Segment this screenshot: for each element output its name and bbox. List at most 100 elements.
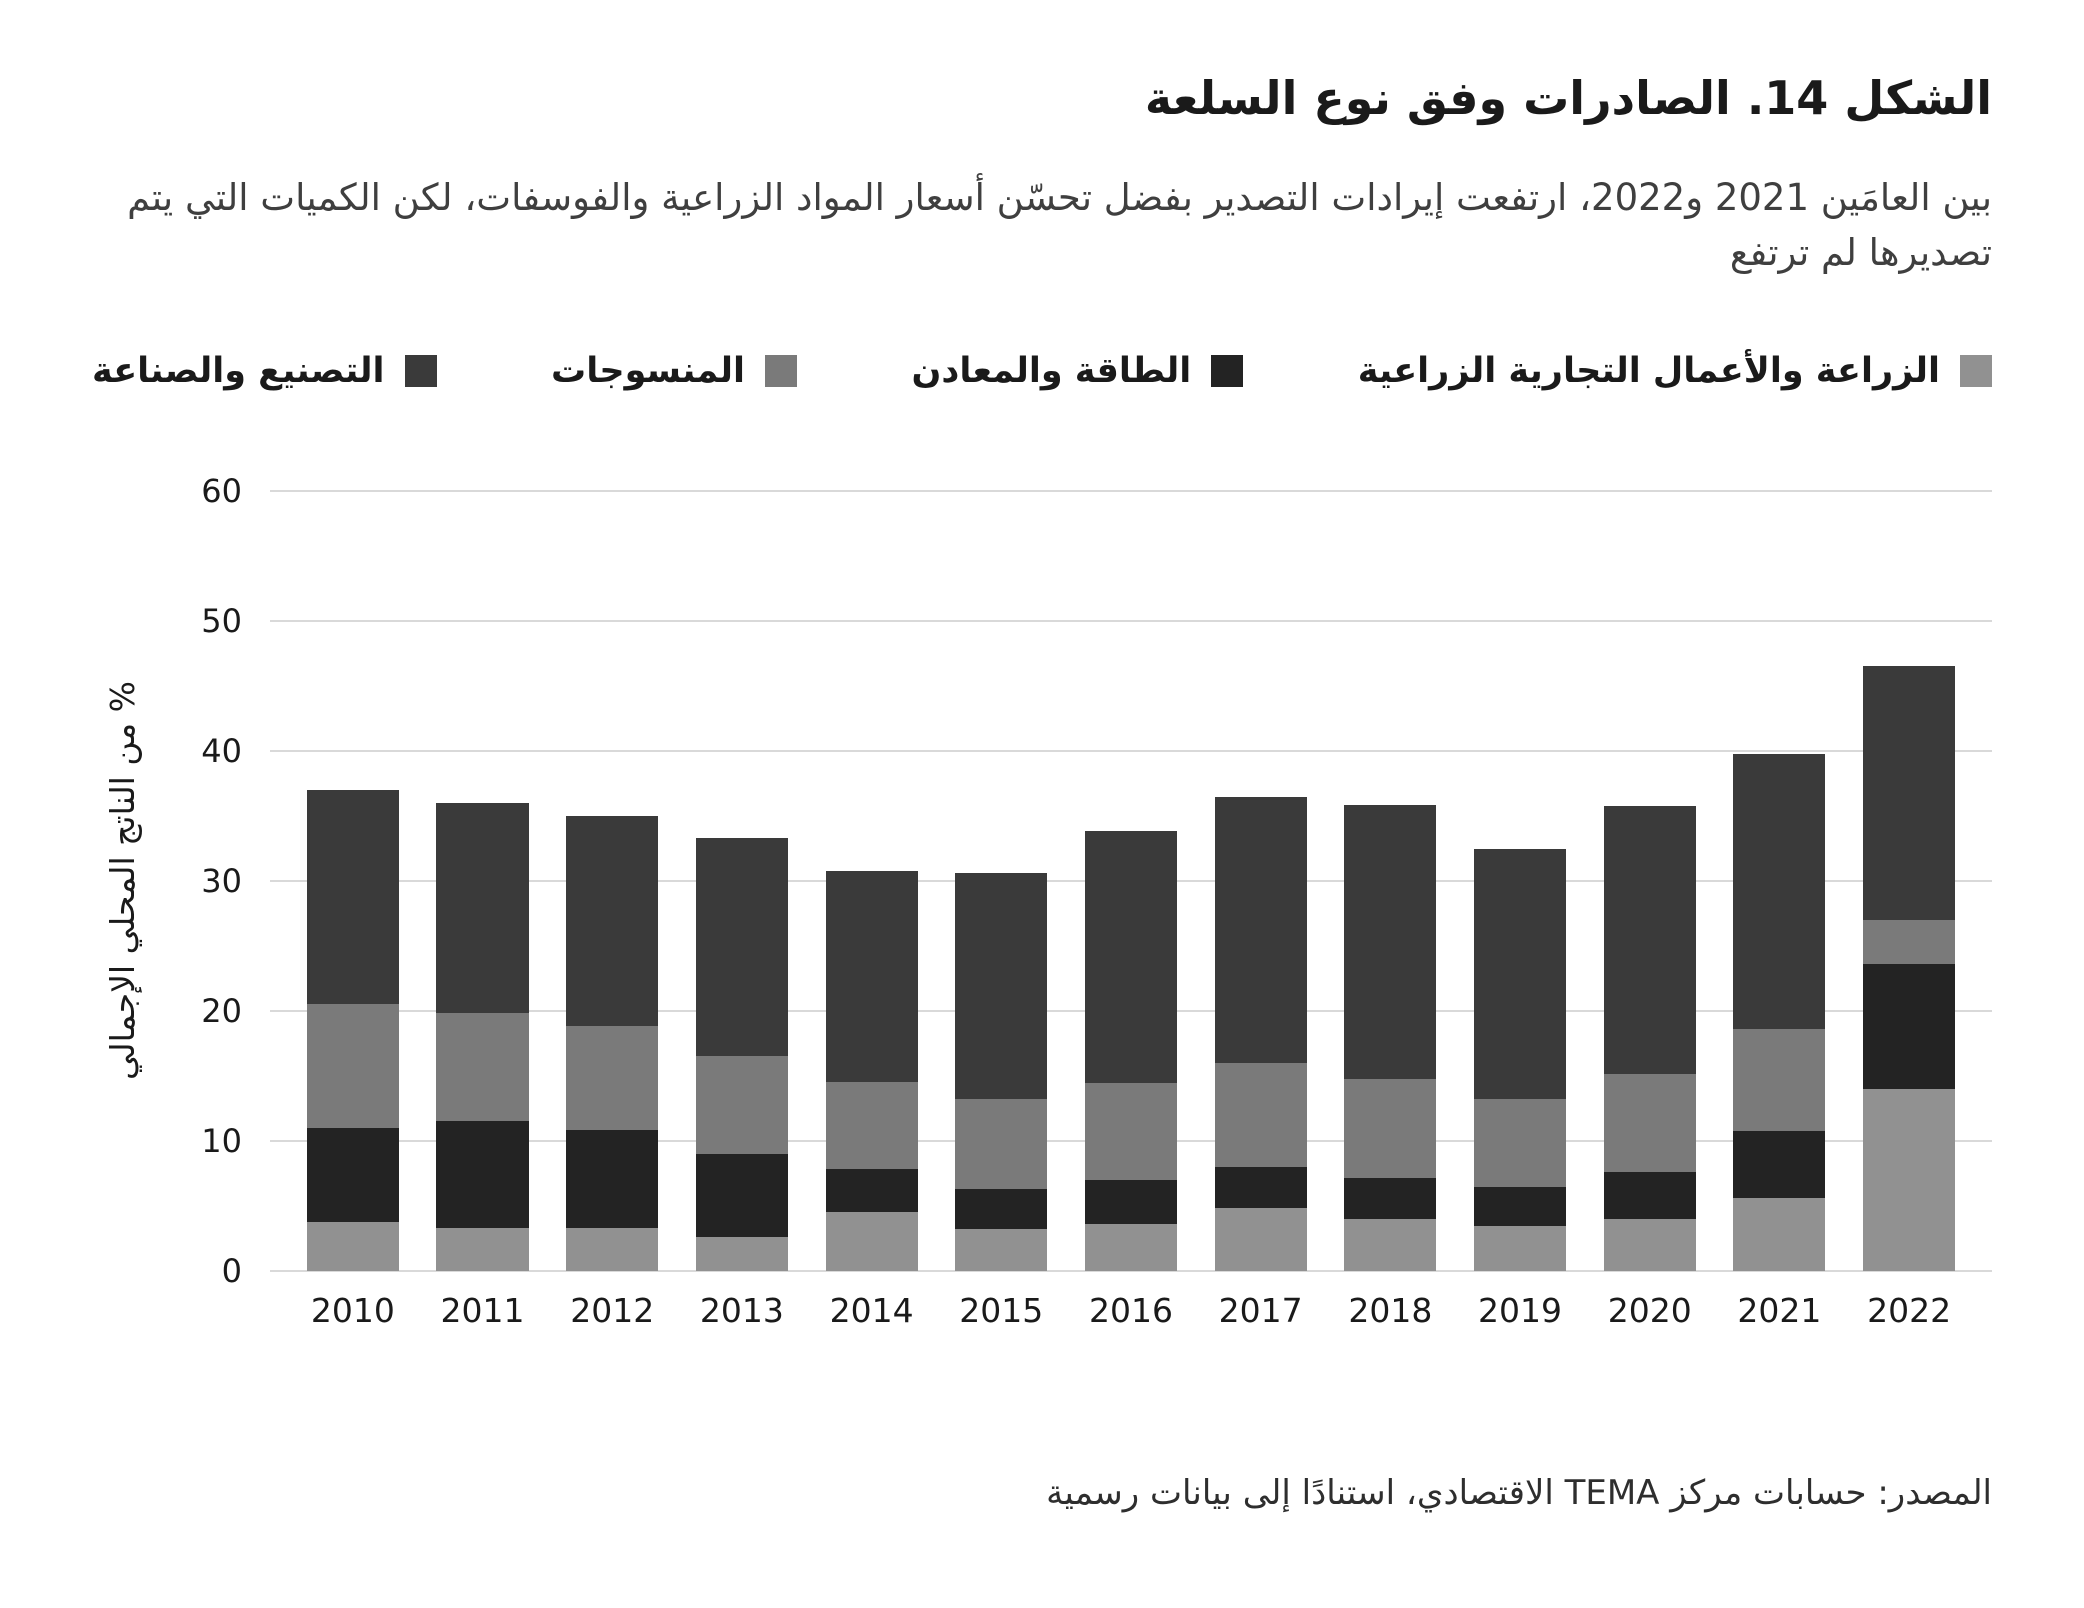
chart: % من الناتج المحلي الإجمالي 0 10 20 30 40 50 6…	[103, 475, 1992, 1330]
x-tick-label: 2018	[1348, 1290, 1433, 1330]
gridline	[270, 489, 1992, 492]
bar-segment	[1733, 754, 1826, 1029]
y-tick-label: 10	[201, 1121, 242, 1160]
bar-2016	[1066, 491, 1196, 1271]
figure-subtitle: بين العامَين 2021 و2022، ارتفعت إيرادات …	[127, 175, 1992, 275]
stacked-bar	[566, 491, 659, 1271]
bar-segment	[1344, 1178, 1437, 1219]
x-tick-label: 2014	[829, 1290, 914, 1330]
legend-item: الطاقة والمعادن	[912, 351, 1244, 391]
bar-segment	[1473, 1226, 1567, 1271]
stacked-bar	[1084, 491, 1177, 1271]
stacked-bar	[825, 491, 918, 1271]
bar-segment	[1473, 1098, 1567, 1188]
bar-segment	[1733, 1131, 1826, 1198]
stacked-bar	[306, 491, 399, 1271]
bar-segment	[695, 837, 788, 1057]
bar-segment	[436, 1013, 529, 1122]
bar-2021	[1715, 491, 1845, 1271]
legend-swatch	[404, 354, 437, 387]
bar-2022	[1844, 491, 1974, 1271]
bar-segment	[566, 1130, 659, 1228]
legend-label: المنسوجات	[551, 350, 746, 391]
bar-segment	[1603, 1171, 1696, 1219]
legend-item: الزراعة والأعمال التجارية الزراعية	[1358, 351, 1992, 391]
legend-swatch	[765, 354, 798, 387]
bar-segment	[695, 1056, 788, 1154]
bar-segment	[1214, 1062, 1307, 1167]
bar-segment	[566, 1026, 659, 1131]
y-tick-label: 40	[201, 731, 242, 770]
legend-label: الطاقة والمعادن	[911, 350, 1192, 391]
bar-segment	[1344, 1079, 1437, 1179]
y-axis-title: % من الناتج المحلي الإجمالي	[102, 681, 142, 1080]
bar-segment	[1344, 805, 1437, 1080]
bar-2020	[1585, 491, 1715, 1271]
plot-area: % من الناتج المحلي الإجمالي 0 10 20 30 40 50 6…	[103, 475, 1992, 1287]
legend-label: الزراعة والأعمال التجارية الزراعية	[1357, 350, 1940, 391]
x-tick-label: 2020	[1607, 1290, 1692, 1330]
bar-segment	[1863, 963, 1956, 1089]
bar-2011	[418, 491, 548, 1271]
bar-segment	[1214, 1166, 1307, 1209]
legend-item: التصنيع والصناعة	[92, 351, 437, 391]
y-tick-label: 20	[201, 991, 242, 1030]
x-tick-label: 2019	[1478, 1290, 1563, 1330]
x-tick-label: 2015	[959, 1290, 1044, 1330]
bar-segment	[1733, 1028, 1826, 1132]
stacked-bar	[1733, 491, 1826, 1271]
y-tick-label: 50	[201, 601, 242, 640]
bar-segment	[1863, 666, 1956, 920]
bar-segment	[436, 802, 529, 1014]
x-tick-label: 2021	[1737, 1290, 1822, 1330]
bar-segment	[1863, 919, 1956, 964]
x-tick-label: 2022	[1867, 1290, 1952, 1330]
bar-segment	[566, 815, 659, 1027]
x-tick-label: 2017	[1218, 1290, 1303, 1330]
bar-segment	[825, 1169, 918, 1212]
bar-segment	[306, 1127, 399, 1223]
x-tick-label: 2010	[310, 1290, 395, 1330]
legend-item: المنسوجات	[551, 350, 798, 391]
bar-segment	[1473, 1187, 1567, 1227]
stacked-bar	[695, 491, 788, 1271]
x-tick-label: 2012	[570, 1290, 655, 1330]
bar-segment	[1863, 1088, 1956, 1271]
bar-segment	[1603, 1218, 1696, 1271]
bar-2019	[1455, 491, 1585, 1271]
bar-segment	[825, 1212, 918, 1271]
stacked-bar	[436, 491, 529, 1271]
bar-segment	[825, 1082, 918, 1170]
x-tick-label: 2013	[699, 1290, 784, 1330]
bar-2018	[1326, 491, 1456, 1271]
bar-segment	[1473, 849, 1567, 1099]
gridline	[270, 1269, 1992, 1272]
bar-segment	[1214, 797, 1307, 1063]
legend: الزراعة والأعمال التجارية الزراعية الطاقة…	[92, 351, 1992, 391]
bar-segment	[566, 1227, 659, 1271]
bars-row	[270, 491, 1992, 1271]
legend-swatch	[1211, 354, 1244, 387]
legend-label: التصنيع والصناعة	[92, 350, 385, 391]
y-axis-title-wrap: % من الناتج المحلي الإجمالي	[92, 491, 152, 1271]
bar-segment	[306, 789, 399, 1005]
y-tick-label: 0	[221, 1251, 242, 1290]
x-tick-label: 2011	[440, 1290, 525, 1330]
bar-segment	[436, 1121, 529, 1228]
stacked-bar	[955, 491, 1048, 1271]
bar-segment	[695, 1236, 788, 1271]
stacked-bar	[1603, 491, 1696, 1271]
y-tick-label: 30	[201, 861, 242, 900]
bar-segment	[1084, 831, 1177, 1084]
bar-segment	[955, 872, 1048, 1099]
bar-segment	[1603, 806, 1696, 1075]
bar-segment	[1733, 1197, 1826, 1271]
gridline	[270, 749, 1992, 752]
bar-segment	[1084, 1179, 1177, 1224]
bar-2012	[547, 491, 677, 1271]
figure-title: الشكل 14. الصادرات وفق نوع السلعة	[1144, 71, 1992, 125]
bar-segment	[955, 1098, 1048, 1189]
bar-segment	[1603, 1074, 1696, 1172]
stacked-bar	[1214, 491, 1307, 1271]
legend-swatch	[1960, 354, 1992, 387]
